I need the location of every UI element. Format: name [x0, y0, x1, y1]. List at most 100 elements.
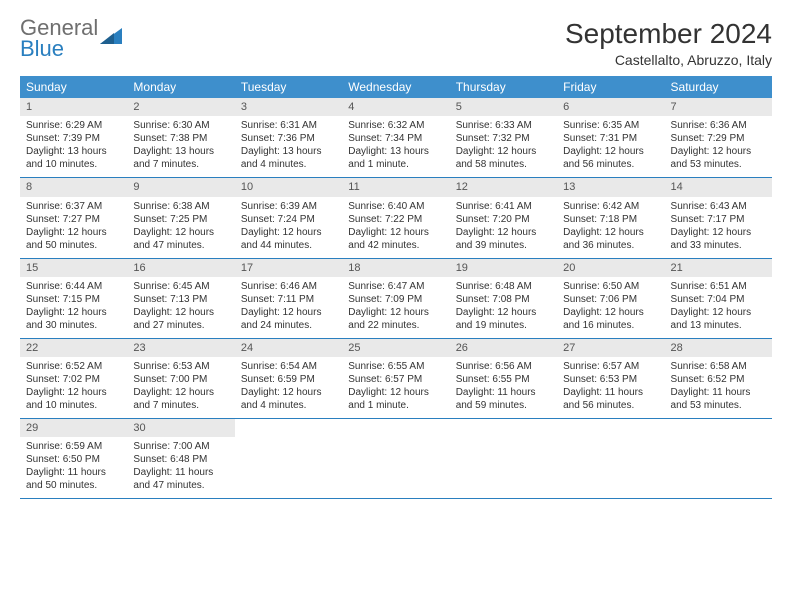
daylight-line: Daylight: 11 hours and 59 minutes.: [456, 386, 551, 412]
day-number: 16: [127, 259, 234, 277]
day-details: Sunrise: 6:52 AMSunset: 7:02 PMDaylight:…: [20, 357, 127, 418]
sunset-line: Sunset: 6:57 PM: [348, 373, 443, 386]
day-cell: 13Sunrise: 6:42 AMSunset: 7:18 PMDayligh…: [557, 178, 664, 257]
sunrise-line: Sunrise: 6:35 AM: [563, 119, 658, 132]
week-row: 29Sunrise: 6:59 AMSunset: 6:50 PMDayligh…: [20, 419, 772, 499]
day-cell: 7Sunrise: 6:36 AMSunset: 7:29 PMDaylight…: [665, 98, 772, 177]
weekday-header: Saturday: [665, 76, 772, 98]
daylight-line: Daylight: 12 hours and 33 minutes.: [671, 226, 766, 252]
day-cell: 15Sunrise: 6:44 AMSunset: 7:15 PMDayligh…: [20, 259, 127, 338]
sunset-line: Sunset: 7:36 PM: [241, 132, 336, 145]
day-details: Sunrise: 6:57 AMSunset: 6:53 PMDaylight:…: [557, 357, 664, 418]
daylight-line: Daylight: 12 hours and 44 minutes.: [241, 226, 336, 252]
day-cell: 24Sunrise: 6:54 AMSunset: 6:59 PMDayligh…: [235, 339, 342, 418]
empty-cell: [665, 419, 772, 498]
day-cell: 25Sunrise: 6:55 AMSunset: 6:57 PMDayligh…: [342, 339, 449, 418]
sunrise-line: Sunrise: 6:29 AM: [26, 119, 121, 132]
day-number: 22: [20, 339, 127, 357]
weekday-header: Sunday: [20, 76, 127, 98]
sunset-line: Sunset: 7:31 PM: [563, 132, 658, 145]
day-details: Sunrise: 6:36 AMSunset: 7:29 PMDaylight:…: [665, 116, 772, 177]
daylight-line: Daylight: 12 hours and 16 minutes.: [563, 306, 658, 332]
sunset-line: Sunset: 6:59 PM: [241, 373, 336, 386]
day-details: Sunrise: 6:38 AMSunset: 7:25 PMDaylight:…: [127, 197, 234, 258]
day-number: 19: [450, 259, 557, 277]
day-number: 8: [20, 178, 127, 196]
day-number: 20: [557, 259, 664, 277]
day-number: 24: [235, 339, 342, 357]
day-number: 1: [20, 98, 127, 116]
day-cell: 8Sunrise: 6:37 AMSunset: 7:27 PMDaylight…: [20, 178, 127, 257]
sunrise-line: Sunrise: 6:33 AM: [456, 119, 551, 132]
sunrise-line: Sunrise: 6:56 AM: [456, 360, 551, 373]
day-cell: 3Sunrise: 6:31 AMSunset: 7:36 PMDaylight…: [235, 98, 342, 177]
sunset-line: Sunset: 7:29 PM: [671, 132, 766, 145]
day-cell: 22Sunrise: 6:52 AMSunset: 7:02 PMDayligh…: [20, 339, 127, 418]
sunset-line: Sunset: 7:04 PM: [671, 293, 766, 306]
sunrise-line: Sunrise: 6:39 AM: [241, 200, 336, 213]
daylight-line: Daylight: 12 hours and 30 minutes.: [26, 306, 121, 332]
page-title: September 2024: [565, 18, 772, 50]
day-details: Sunrise: 6:58 AMSunset: 6:52 PMDaylight:…: [665, 357, 772, 418]
day-details: Sunrise: 6:48 AMSunset: 7:08 PMDaylight:…: [450, 277, 557, 338]
weekday-header: Monday: [127, 76, 234, 98]
day-details: Sunrise: 6:54 AMSunset: 6:59 PMDaylight:…: [235, 357, 342, 418]
daylight-line: Daylight: 12 hours and 56 minutes.: [563, 145, 658, 171]
day-details: Sunrise: 6:39 AMSunset: 7:24 PMDaylight:…: [235, 197, 342, 258]
day-cell: 17Sunrise: 6:46 AMSunset: 7:11 PMDayligh…: [235, 259, 342, 338]
daylight-line: Daylight: 12 hours and 36 minutes.: [563, 226, 658, 252]
sunset-line: Sunset: 7:32 PM: [456, 132, 551, 145]
day-details: Sunrise: 6:56 AMSunset: 6:55 PMDaylight:…: [450, 357, 557, 418]
day-details: Sunrise: 6:29 AMSunset: 7:39 PMDaylight:…: [20, 116, 127, 177]
day-details: Sunrise: 6:44 AMSunset: 7:15 PMDaylight:…: [20, 277, 127, 338]
daylight-line: Daylight: 12 hours and 13 minutes.: [671, 306, 766, 332]
daylight-line: Daylight: 12 hours and 58 minutes.: [456, 145, 551, 171]
weekday-header: Friday: [557, 76, 664, 98]
sunset-line: Sunset: 7:22 PM: [348, 213, 443, 226]
day-details: Sunrise: 6:53 AMSunset: 7:00 PMDaylight:…: [127, 357, 234, 418]
sunrise-line: Sunrise: 6:47 AM: [348, 280, 443, 293]
week-row: 22Sunrise: 6:52 AMSunset: 7:02 PMDayligh…: [20, 339, 772, 419]
sunrise-line: Sunrise: 6:37 AM: [26, 200, 121, 213]
day-number: 15: [20, 259, 127, 277]
day-details: Sunrise: 6:33 AMSunset: 7:32 PMDaylight:…: [450, 116, 557, 177]
day-details: Sunrise: 6:32 AMSunset: 7:34 PMDaylight:…: [342, 116, 449, 177]
day-number: 17: [235, 259, 342, 277]
day-details: Sunrise: 6:37 AMSunset: 7:27 PMDaylight:…: [20, 197, 127, 258]
day-cell: 16Sunrise: 6:45 AMSunset: 7:13 PMDayligh…: [127, 259, 234, 338]
day-details: Sunrise: 6:47 AMSunset: 7:09 PMDaylight:…: [342, 277, 449, 338]
day-cell: 5Sunrise: 6:33 AMSunset: 7:32 PMDaylight…: [450, 98, 557, 177]
day-cell: 9Sunrise: 6:38 AMSunset: 7:25 PMDaylight…: [127, 178, 234, 257]
day-number: 28: [665, 339, 772, 357]
day-cell: 21Sunrise: 6:51 AMSunset: 7:04 PMDayligh…: [665, 259, 772, 338]
week-row: 8Sunrise: 6:37 AMSunset: 7:27 PMDaylight…: [20, 178, 772, 258]
day-details: Sunrise: 6:41 AMSunset: 7:20 PMDaylight:…: [450, 197, 557, 258]
day-cell: 6Sunrise: 6:35 AMSunset: 7:31 PMDaylight…: [557, 98, 664, 177]
sunrise-line: Sunrise: 6:57 AM: [563, 360, 658, 373]
sunset-line: Sunset: 7:13 PM: [133, 293, 228, 306]
day-cell: 27Sunrise: 6:57 AMSunset: 6:53 PMDayligh…: [557, 339, 664, 418]
empty-cell: [557, 419, 664, 498]
sunrise-line: Sunrise: 6:44 AM: [26, 280, 121, 293]
day-cell: 18Sunrise: 6:47 AMSunset: 7:09 PMDayligh…: [342, 259, 449, 338]
sunrise-line: Sunrise: 6:31 AM: [241, 119, 336, 132]
sunrise-line: Sunrise: 6:42 AM: [563, 200, 658, 213]
week-row: 15Sunrise: 6:44 AMSunset: 7:15 PMDayligh…: [20, 259, 772, 339]
daylight-line: Daylight: 12 hours and 50 minutes.: [26, 226, 121, 252]
week-row: 1Sunrise: 6:29 AMSunset: 7:39 PMDaylight…: [20, 98, 772, 178]
header: General Blue September 2024 Castellalto,…: [20, 18, 772, 68]
day-cell: 28Sunrise: 6:58 AMSunset: 6:52 PMDayligh…: [665, 339, 772, 418]
day-number: 10: [235, 178, 342, 196]
day-details: Sunrise: 6:31 AMSunset: 7:36 PMDaylight:…: [235, 116, 342, 177]
sunrise-line: Sunrise: 6:50 AM: [563, 280, 658, 293]
daylight-line: Daylight: 12 hours and 39 minutes.: [456, 226, 551, 252]
day-details: Sunrise: 6:50 AMSunset: 7:06 PMDaylight:…: [557, 277, 664, 338]
daylight-line: Daylight: 13 hours and 10 minutes.: [26, 145, 121, 171]
day-cell: 26Sunrise: 6:56 AMSunset: 6:55 PMDayligh…: [450, 339, 557, 418]
sunset-line: Sunset: 7:11 PM: [241, 293, 336, 306]
sunrise-line: Sunrise: 7:00 AM: [133, 440, 228, 453]
day-details: Sunrise: 6:35 AMSunset: 7:31 PMDaylight:…: [557, 116, 664, 177]
sunrise-line: Sunrise: 6:30 AM: [133, 119, 228, 132]
sunrise-line: Sunrise: 6:58 AM: [671, 360, 766, 373]
daylight-line: Daylight: 11 hours and 56 minutes.: [563, 386, 658, 412]
